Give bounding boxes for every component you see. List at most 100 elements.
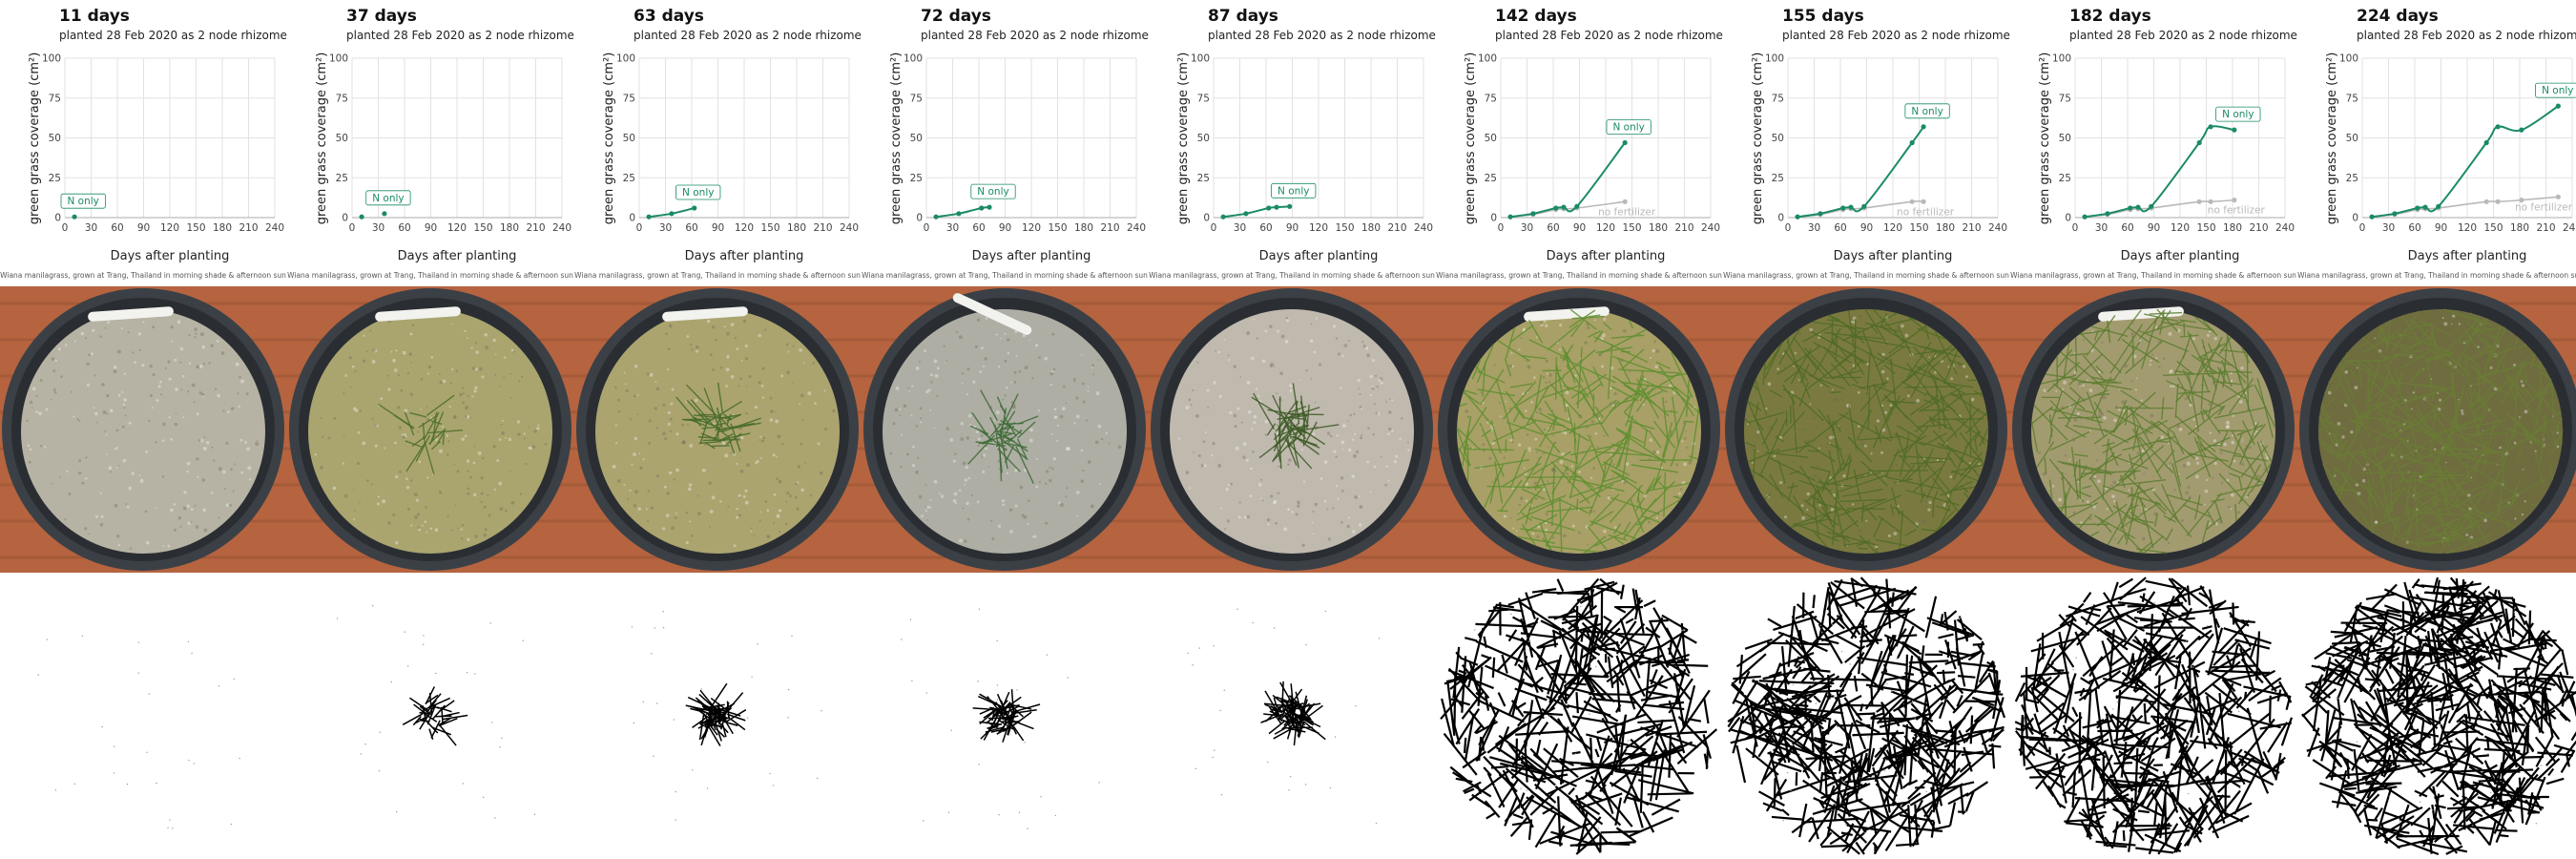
soil-grain <box>131 471 135 475</box>
x-tick-label: 60 <box>972 222 985 234</box>
grass-blade <box>1638 388 1670 417</box>
soil-grain <box>966 393 968 396</box>
soil-grain <box>984 357 987 361</box>
mask-blade <box>2114 694 2150 733</box>
grass-blade <box>1568 399 1617 434</box>
mask-speck <box>923 820 924 822</box>
panel-day-5: 142 days planted 28 Feb 2020 as 2 node rh… <box>1436 0 1723 859</box>
chart-caption: Wiana manilagrass, grown at Trang, Thail… <box>287 271 573 280</box>
soil-grain <box>171 340 174 343</box>
soil-grain <box>1941 414 1944 418</box>
soil-grain <box>85 456 88 459</box>
soil-grain <box>2195 474 2199 479</box>
mask-speck <box>1187 652 1189 655</box>
grass-blade <box>1551 418 1557 430</box>
mask-blade <box>1666 663 1709 667</box>
mask-blade <box>2025 723 2034 736</box>
mask-blade <box>1619 584 1625 599</box>
soil-grain <box>1196 361 1199 364</box>
mask-blade <box>1652 653 1691 667</box>
mask-blade <box>1801 691 1829 750</box>
soil-grain <box>1067 447 1070 450</box>
soil-grain <box>1817 465 1819 469</box>
mask-blade <box>1643 599 1656 608</box>
soil-grain <box>362 359 366 364</box>
soil-grain <box>1065 495 1068 498</box>
soil-grain <box>467 537 470 541</box>
soil-grain <box>1607 495 1611 500</box>
mask-blade <box>1908 747 1914 785</box>
mask-blade <box>1752 679 1784 702</box>
grass-blade <box>2201 319 2218 336</box>
soil-grain <box>633 504 637 508</box>
soil-grain <box>1891 466 1895 470</box>
mask-blade <box>2064 744 2093 786</box>
soil-grain <box>446 434 448 437</box>
soil-grain <box>402 350 406 355</box>
mask-blade <box>1915 683 1957 721</box>
soil-grain <box>1880 450 1884 454</box>
mask-blade <box>2201 713 2223 746</box>
mask-blade <box>1730 735 1757 744</box>
y-tick-label: 0 <box>54 213 61 224</box>
mask-blade <box>1866 712 1876 773</box>
grass-blade <box>1506 421 1544 435</box>
soil-grain <box>708 525 711 528</box>
soil-grain <box>1028 438 1033 443</box>
grass-blade <box>717 433 734 442</box>
grass-blade <box>2040 374 2077 385</box>
mask-blade <box>1614 769 1652 778</box>
growth-chart: 182 days planted 28 Feb 2020 as 2 node rh… <box>2010 0 2297 286</box>
soil-grain <box>1545 359 1548 364</box>
x-tick-label: 0 <box>924 222 930 234</box>
grass-blade <box>1805 513 1851 543</box>
soil-grain <box>516 420 521 424</box>
soil-grain <box>255 442 260 447</box>
soil-grain <box>1207 406 1210 409</box>
soil-grain <box>1515 530 1518 532</box>
soil-grain <box>2089 430 2091 432</box>
day-title: 11 days <box>59 7 130 26</box>
soil-grain <box>907 388 910 389</box>
grass-blade <box>2138 329 2189 352</box>
soil-grain <box>1975 468 1978 471</box>
soil-grain <box>987 466 989 468</box>
grass-blade <box>2048 428 2053 445</box>
mask-blade <box>2064 681 2074 723</box>
soil-grain <box>466 459 470 463</box>
soil-grain <box>616 479 621 483</box>
y-tick-label: 50 <box>1772 133 1784 144</box>
grass-blade <box>1283 411 1295 429</box>
grass-blade <box>2129 504 2139 511</box>
soil-grain <box>1063 385 1066 388</box>
soil-grain <box>2111 494 2115 498</box>
soil-grain <box>1253 414 1257 419</box>
grass-blade <box>1815 501 1850 513</box>
soil-grain <box>2208 330 2212 333</box>
mask-blade <box>1943 678 1956 685</box>
soil-grain <box>2064 453 2067 457</box>
grass-blade <box>1496 380 1514 440</box>
grass-blade <box>1817 481 1852 488</box>
binary-mask <box>287 573 574 859</box>
soil-grain <box>467 470 469 472</box>
mask-speck <box>462 783 465 785</box>
soil-grain <box>681 424 685 427</box>
soil-grain <box>1051 467 1054 471</box>
soil-grain <box>2462 469 2465 471</box>
mask-blade <box>1561 614 1598 625</box>
grass-blade <box>2213 406 2267 419</box>
soil-grain <box>1105 431 1108 434</box>
mask-blade <box>1498 773 1515 786</box>
grass-blade <box>1747 448 1780 463</box>
soil-grain <box>1049 371 1054 376</box>
mask-blade <box>1478 736 1483 762</box>
soil-grain <box>528 447 530 450</box>
soil-grain <box>915 425 919 428</box>
grass-blade <box>2118 436 2161 482</box>
soil-grain <box>2079 385 2082 388</box>
y-tick-label: 0 <box>916 213 923 224</box>
soil-grain <box>1087 389 1090 392</box>
grass-blade <box>1762 362 1766 386</box>
soil-grain <box>1312 432 1316 436</box>
